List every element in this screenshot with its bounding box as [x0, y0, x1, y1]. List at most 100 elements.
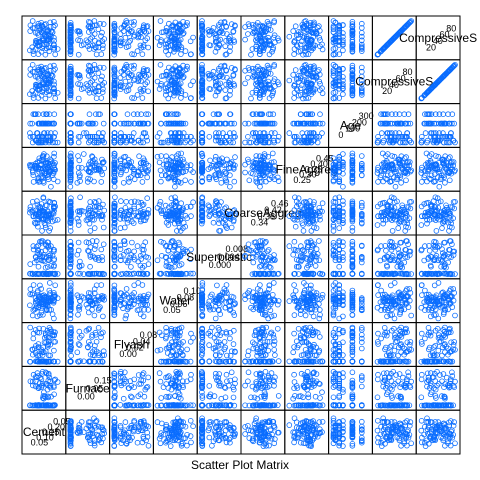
scatter-point: [227, 377, 234, 384]
scatter-point: [129, 434, 135, 441]
scatter-point: [199, 393, 206, 399]
scatter-point: [122, 315, 129, 322]
scatter-point: [311, 369, 317, 376]
panel-5-9: [415, 190, 461, 236]
scatter-point: [378, 439, 384, 446]
panel-5-2: [109, 190, 154, 236]
scatter-point: [172, 428, 178, 435]
scatter-point: [199, 378, 206, 385]
scatter-point: [270, 334, 277, 341]
scatter-point: [336, 383, 343, 389]
scatter-point: [154, 257, 161, 264]
scatter-point: [301, 383, 307, 390]
scatter-point: [358, 374, 365, 381]
scatter-point: [199, 370, 206, 376]
scatter-point: [215, 374, 222, 381]
scatter-point: [92, 437, 98, 443]
scatter-point: [402, 419, 409, 426]
scatter-point: [301, 423, 307, 430]
scatter-point: [111, 419, 118, 426]
scatter-point: [242, 424, 248, 430]
scatter-point: [384, 435, 390, 442]
diagonal-tick-label: 0.05: [86, 383, 104, 393]
scatter-point: [384, 419, 391, 426]
scatter-point: [316, 257, 323, 264]
scatter-point: [230, 394, 237, 401]
scatter-point: [187, 376, 194, 383]
scatter-point: [145, 423, 152, 430]
scatter-point: [336, 393, 343, 399]
scatter-point: [340, 429, 346, 435]
scatter-point: [405, 427, 411, 434]
scatter-point: [375, 371, 381, 378]
scatter-point: [199, 443, 206, 449]
scatter-point: [349, 402, 356, 409]
scatter-point: [218, 395, 225, 402]
scatter-point: [111, 374, 118, 381]
scatter-point: [128, 264, 134, 270]
scatter-point: [213, 374, 219, 381]
scatter-point: [41, 393, 48, 399]
scatter-point: [340, 389, 346, 396]
scatter-point: [291, 433, 298, 439]
scatter-point: [310, 380, 316, 387]
scatter-point: [319, 429, 325, 435]
scatter-point: [221, 384, 228, 391]
scatter-point: [302, 312, 309, 319]
scatter-point: [395, 428, 401, 435]
scatter-point: [435, 280, 442, 286]
scatter-point: [83, 425, 90, 432]
scatter-point: [349, 271, 356, 277]
scatter-point: [259, 402, 265, 408]
scatter-point: [286, 402, 293, 409]
scatter-point: [258, 436, 265, 443]
scatter-point: [228, 427, 235, 434]
scatter-point: [144, 434, 151, 440]
scatter-point: [418, 371, 425, 378]
scatter-point: [47, 382, 54, 389]
panel-3-8: [371, 278, 417, 324]
scatter-point: [67, 423, 74, 430]
diagonal-tick-label: 0.20: [48, 422, 66, 432]
scatter-point: [117, 378, 124, 385]
scatter-point: [336, 402, 343, 409]
scatter-point: [245, 369, 252, 376]
scatter-point: [27, 402, 33, 409]
scatter-point: [128, 393, 134, 400]
scatter-point: [436, 339, 443, 346]
scatter-point: [319, 418, 326, 425]
scatter-point: [218, 422, 224, 429]
scatter-point: [349, 312, 356, 318]
scatter-point: [29, 378, 36, 385]
scatter-point: [118, 368, 124, 375]
scatter-point: [78, 419, 85, 425]
scatter-point: [271, 346, 278, 353]
scatter-point: [46, 280, 53, 286]
scatter-point: [375, 330, 381, 337]
scatter-point: [144, 383, 151, 390]
scatter-point: [35, 385, 42, 391]
scatter-point: [27, 324, 34, 331]
scatter-point: [74, 251, 81, 258]
scatter-point: [381, 423, 388, 430]
scatter-point: [111, 402, 118, 409]
scatter-point: [316, 430, 322, 437]
scatter-point: [212, 315, 219, 322]
scatter-point: [330, 417, 337, 424]
scatter-point: [292, 393, 298, 399]
scatter-point: [425, 423, 432, 430]
scatter-point: [68, 427, 74, 433]
scatter-point: [178, 395, 184, 402]
scatter-point: [86, 434, 92, 440]
scatter-point: [435, 419, 442, 425]
scatter-point: [100, 201, 106, 208]
scatter-point: [27, 286, 34, 292]
panel-3-4: [196, 278, 242, 324]
scatter-point: [449, 434, 456, 441]
scatter-point: [93, 282, 100, 289]
scatter-point: [168, 380, 175, 387]
scatter-point: [172, 393, 178, 399]
scatter-point: [184, 402, 190, 409]
scatter-point: [286, 422, 293, 428]
scatter-point: [330, 394, 337, 401]
